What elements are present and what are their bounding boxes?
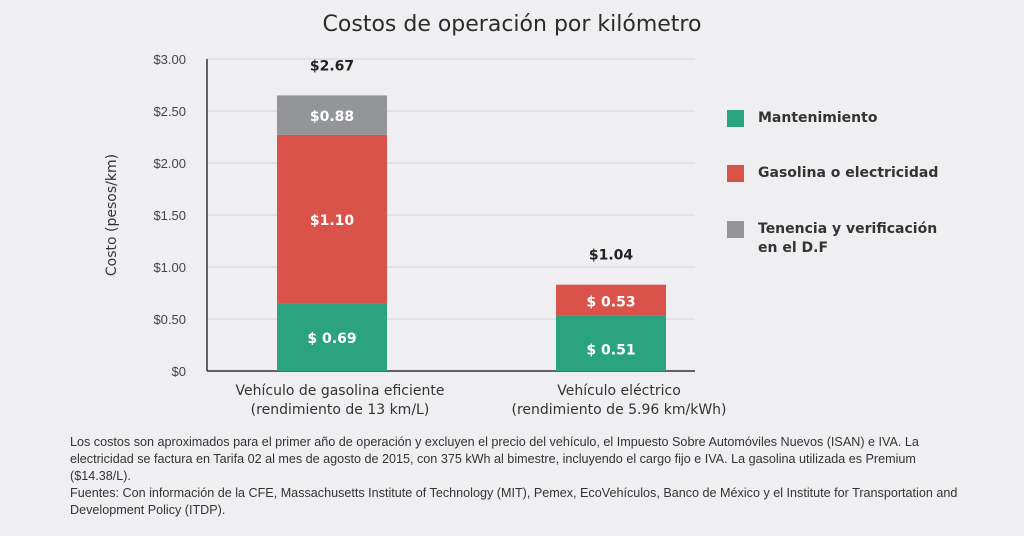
bar-segment bbox=[556, 284, 666, 316]
legend-item-mantenimiento: Mantenimiento bbox=[727, 109, 958, 128]
y-tick-label: $2.00 bbox=[153, 156, 186, 171]
legend-label: Gasolina o electricidad bbox=[758, 165, 939, 181]
bar-segment bbox=[277, 303, 387, 371]
legend-swatch bbox=[727, 221, 744, 238]
x-category-label: Vehículo de gasolina eficiente bbox=[236, 383, 445, 399]
total-label: $1.04 bbox=[589, 248, 634, 264]
chart-title: Costos de operación por kilómetro bbox=[322, 12, 702, 37]
x-category-sublabel: (rendimiento de 5.96 km/kWh) bbox=[511, 402, 726, 418]
legend-item-gasolina: Gasolina o electricidad bbox=[727, 164, 958, 183]
segment-label: $0.88 bbox=[310, 109, 354, 125]
segment-label: $ 0.53 bbox=[586, 294, 635, 310]
footnote: Los costos son aproximados para el prime… bbox=[70, 434, 970, 519]
segment-label: $ 0.51 bbox=[586, 342, 635, 358]
bar-segment bbox=[556, 315, 666, 371]
total-label: $2.67 bbox=[310, 58, 354, 74]
footnote-sources: Fuentes: Con información de la CFE, Mass… bbox=[70, 486, 961, 517]
x-category-sublabel: (rendimiento de 13 km/L) bbox=[251, 402, 430, 418]
y-tick-label: $0 bbox=[172, 364, 186, 379]
y-tick-label: $1.00 bbox=[153, 260, 186, 275]
bar-segment bbox=[277, 95, 387, 135]
segment-label: $ 0.69 bbox=[307, 331, 356, 347]
bar-segment bbox=[277, 134, 387, 304]
y-tick-label: $2.50 bbox=[153, 104, 186, 119]
stacked-bar-chart: $0 $0.50 $1.00 $1.50 $2.00 $2.50 $3.00 Costo (p… bbox=[104, 52, 727, 418]
y-axis-label: Costo (pesos/km) bbox=[104, 154, 120, 276]
legend-label: Mantenimiento bbox=[758, 110, 878, 126]
legend-item-tenencia: Tenencia y verificación en el D.F bbox=[727, 220, 958, 258]
legend-label: Tenencia y verificación en el D.F bbox=[758, 221, 938, 256]
legend-swatch bbox=[727, 165, 744, 182]
footnote-text: Los costos son aproximados para el prime… bbox=[70, 435, 923, 483]
y-tick-label: $0.50 bbox=[153, 312, 186, 327]
segment-label: $1.10 bbox=[310, 213, 355, 229]
x-category-label: Vehículo eléctrico bbox=[557, 383, 681, 399]
legend-swatch bbox=[727, 110, 744, 127]
y-tick-label: $3.00 bbox=[153, 52, 186, 67]
y-tick-label: $1.50 bbox=[153, 208, 186, 223]
